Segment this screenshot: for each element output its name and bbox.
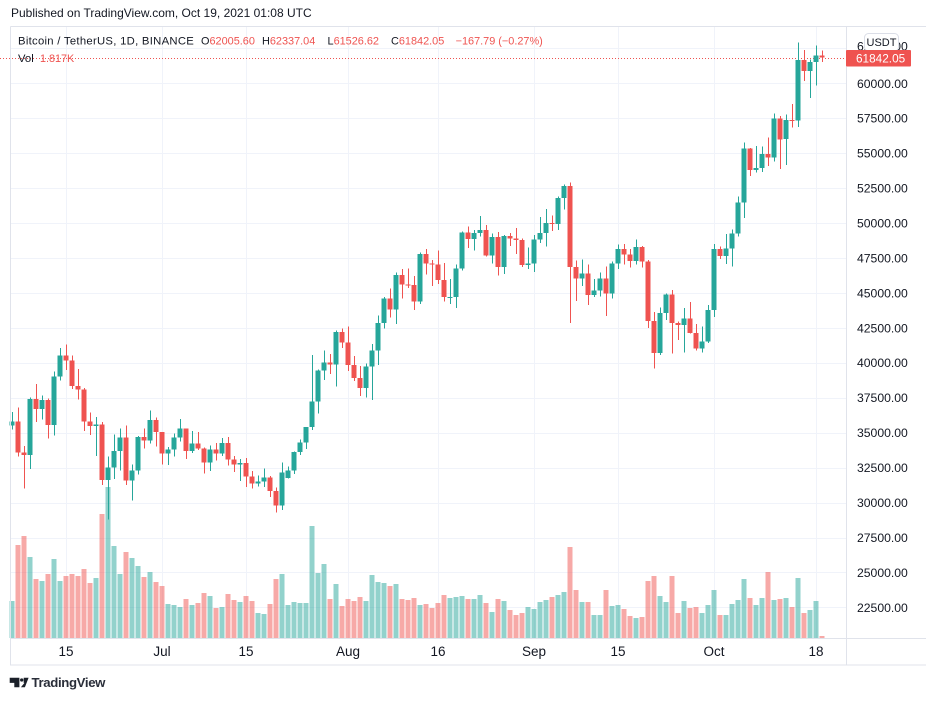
svg-text:61842.05: 61842.05 xyxy=(856,52,906,66)
svg-text:1.817K: 1.817K xyxy=(40,53,75,65)
svg-text:H62337.04: H62337.04 xyxy=(262,36,315,48)
svg-text:Vol: Vol xyxy=(18,53,34,65)
svg-text:C61842.05: C61842.05 xyxy=(391,36,444,48)
svg-text:16: 16 xyxy=(430,644,445,659)
svg-text:27500.00: 27500.00 xyxy=(857,531,908,545)
svg-text:18: 18 xyxy=(808,644,823,659)
svg-text:42500.00: 42500.00 xyxy=(857,321,908,335)
svg-text:Oct: Oct xyxy=(703,644,724,659)
svg-text:Bitcoin / TetherUS, 1D, BINANC: Bitcoin / TetherUS, 1D, BINANCE xyxy=(18,36,194,48)
svg-text:40000.00: 40000.00 xyxy=(857,356,908,370)
svg-text:15: 15 xyxy=(610,644,625,659)
svg-text:22500.00: 22500.00 xyxy=(857,601,908,615)
svg-text:USDT: USDT xyxy=(867,37,897,49)
svg-text:50000.00: 50000.00 xyxy=(857,217,908,231)
svg-text:45000.00: 45000.00 xyxy=(857,286,908,300)
svg-text:55000.00: 55000.00 xyxy=(857,147,908,161)
svg-text:L61526.62: L61526.62 xyxy=(328,36,380,48)
svg-text:32500.00: 32500.00 xyxy=(857,461,908,475)
svg-text:15: 15 xyxy=(58,644,73,659)
svg-text:Jul: Jul xyxy=(153,644,170,659)
svg-text:35000.00: 35000.00 xyxy=(857,426,908,440)
svg-text:60000.00: 60000.00 xyxy=(857,77,908,91)
svg-text:52500.00: 52500.00 xyxy=(857,182,908,196)
svg-text:47500.00: 47500.00 xyxy=(857,251,908,265)
svg-text:TradingView: TradingView xyxy=(32,675,107,690)
svg-text:25000.00: 25000.00 xyxy=(857,566,908,580)
svg-text:57500.00: 57500.00 xyxy=(857,112,908,126)
svg-text:−167.79 (−0.27%): −167.79 (−0.27%) xyxy=(456,36,543,48)
svg-text:30000.00: 30000.00 xyxy=(857,496,908,510)
svg-text:O62005.60: O62005.60 xyxy=(201,36,255,48)
svg-text:37500.00: 37500.00 xyxy=(857,391,908,405)
svg-text:Sep: Sep xyxy=(522,644,546,659)
svg-text:Published on TradingView.com,: Published on TradingView.com, Oct 19, 20… xyxy=(11,6,312,20)
svg-text:15: 15 xyxy=(238,644,253,659)
svg-text:Aug: Aug xyxy=(336,644,360,659)
